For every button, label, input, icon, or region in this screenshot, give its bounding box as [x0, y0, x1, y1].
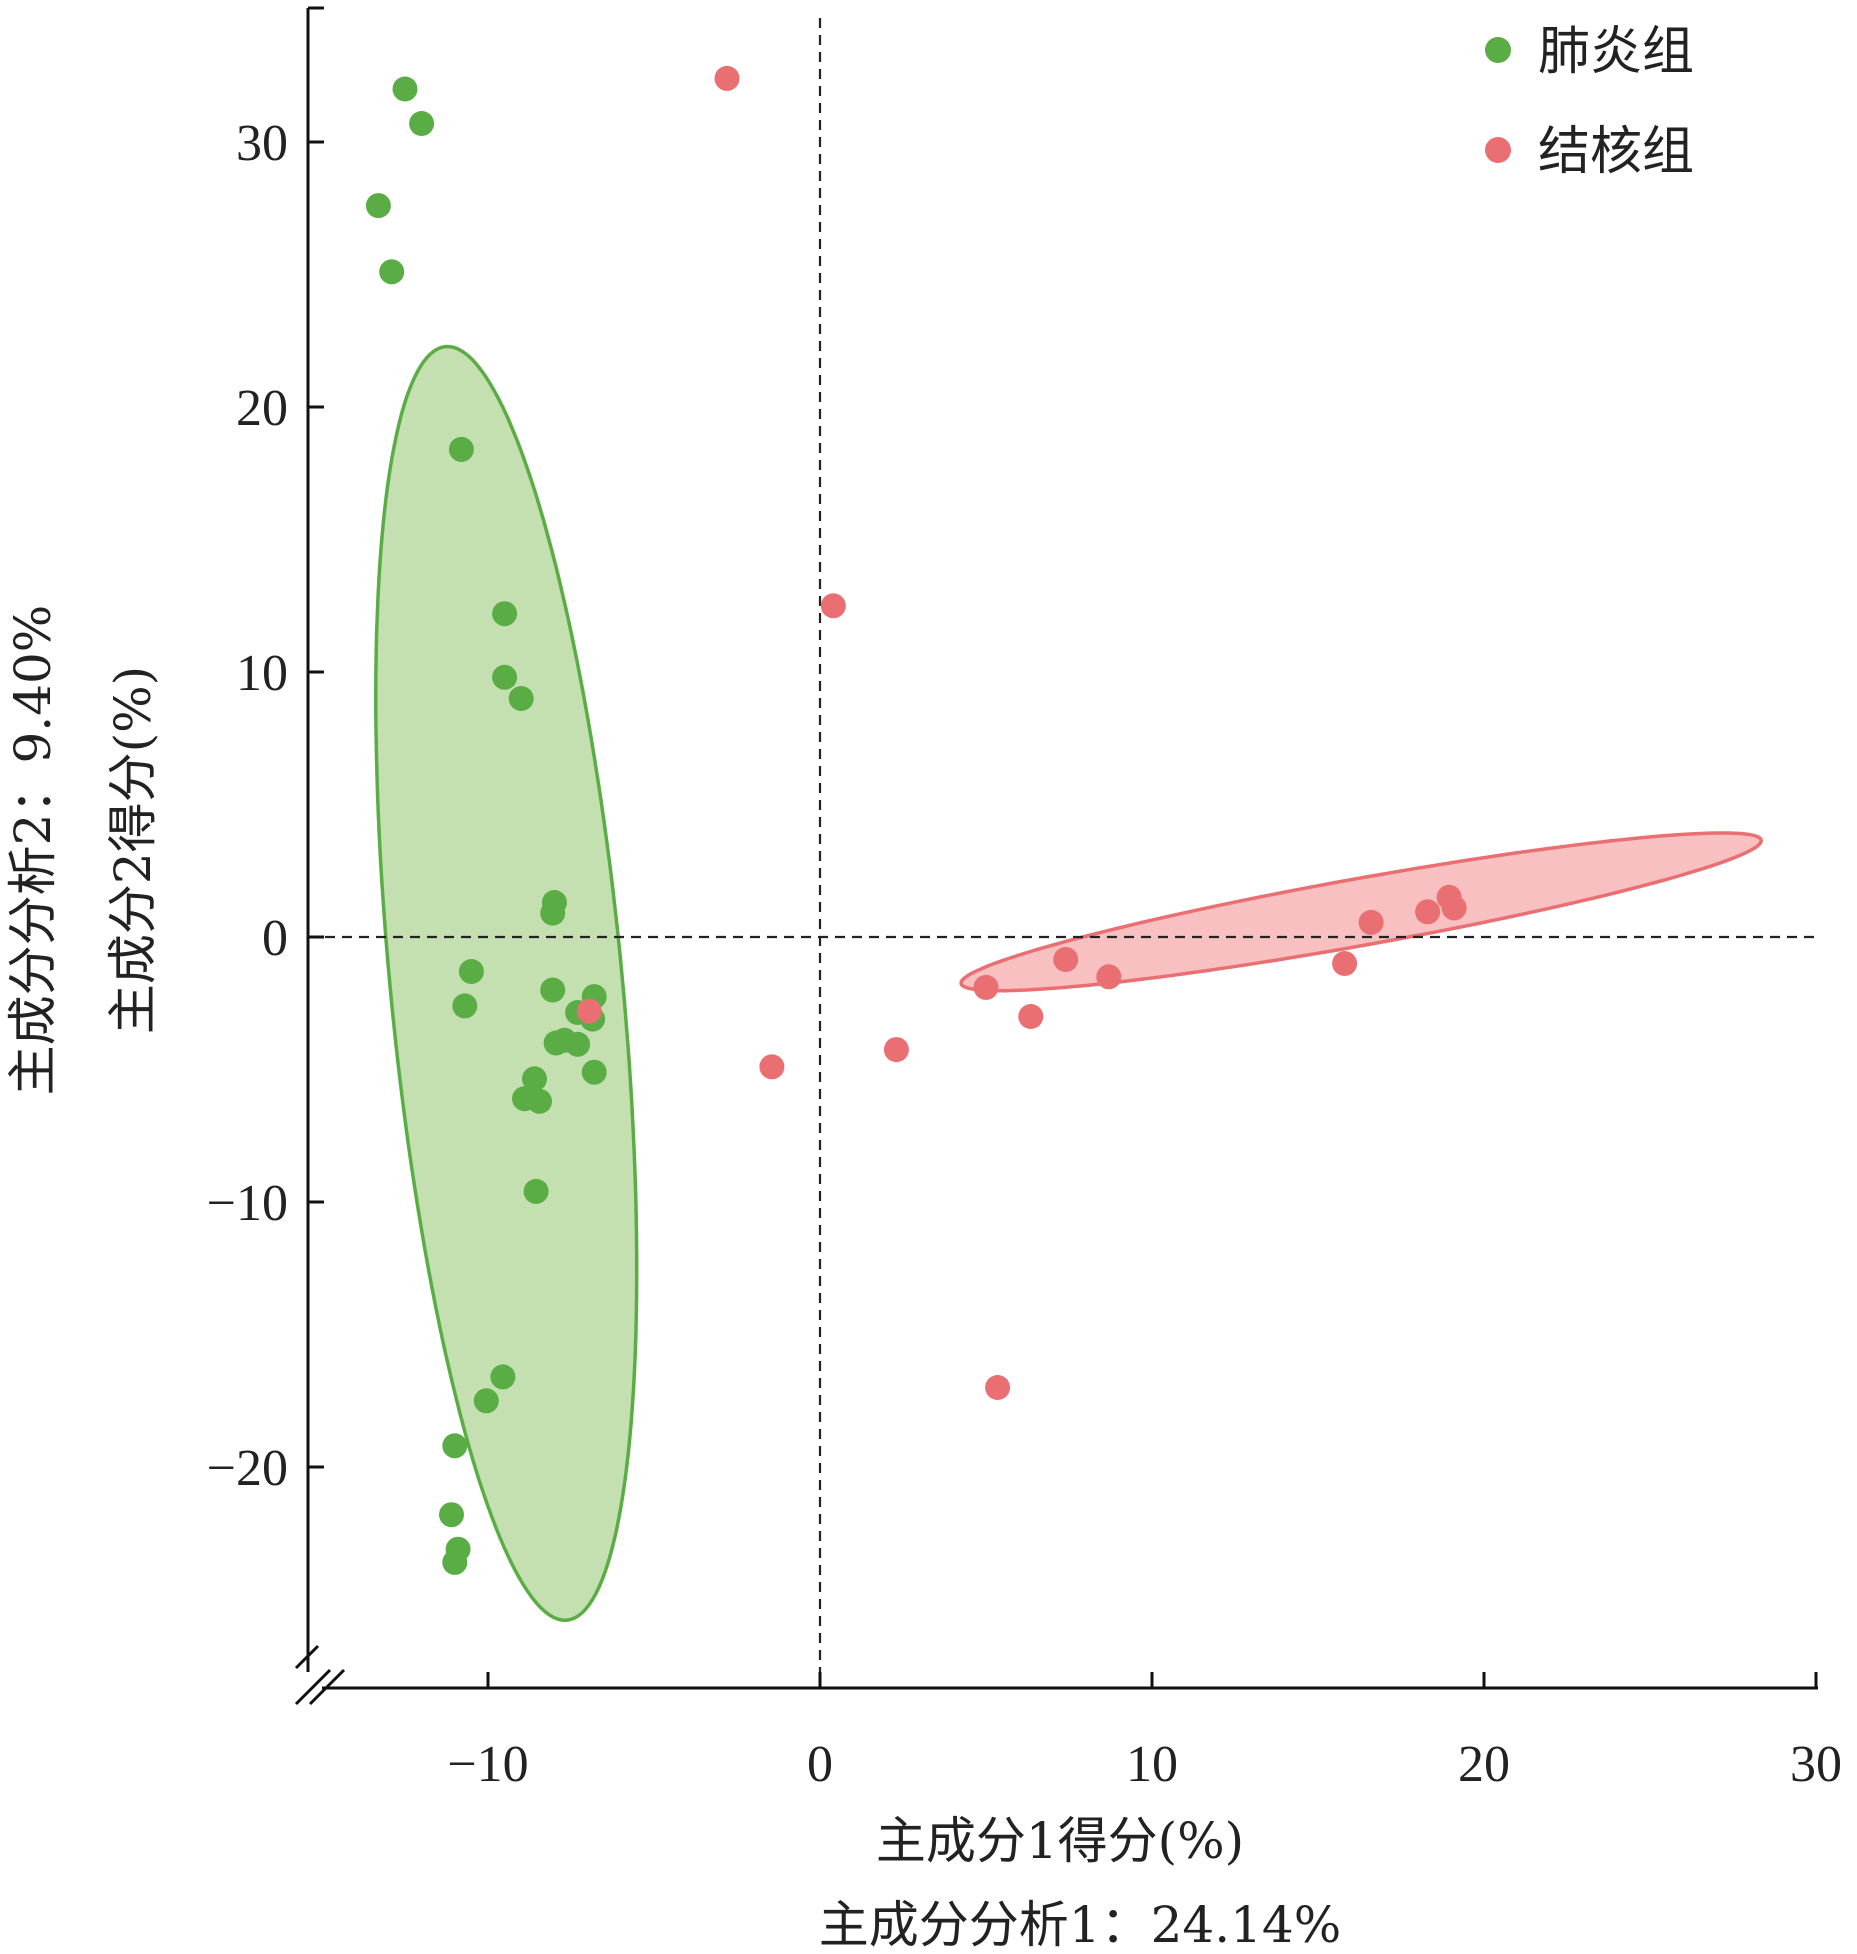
data-point-series-2 [1358, 909, 1384, 935]
data-point-series-2 [1096, 964, 1122, 990]
x-tick-label: 0 [807, 1736, 833, 1793]
y-tick-label: −10 [207, 1175, 288, 1232]
data-point-series-1 [392, 76, 418, 102]
data-point-series-2 [1441, 895, 1467, 921]
data-point-series-2 [1018, 1004, 1044, 1029]
legend-marker-series-1 [1485, 37, 1511, 63]
legend-marker-series-2 [1485, 137, 1511, 163]
x-tick-label: 30 [1790, 1736, 1842, 1793]
confidence-ellipse-1 [374, 344, 639, 1622]
data-point-series-1 [540, 900, 566, 926]
legend-label-series-2: 结核组 [1538, 122, 1694, 182]
data-point-series-2 [1053, 947, 1079, 972]
data-point-series-2 [973, 974, 999, 1000]
data-point-series-1 [565, 1031, 591, 1057]
data-point-series-1 [452, 993, 478, 1019]
data-point-series-1 [458, 959, 484, 984]
data-point-series-1 [442, 1549, 468, 1575]
y-axis-subtitle: 主成分分析2：9.40% [4, 605, 62, 1096]
x-tick-label: 20 [1458, 1736, 1510, 1793]
data-point-series-2 [1332, 951, 1358, 976]
data-point-series-1 [490, 1364, 516, 1390]
data-point-series-1 [439, 1502, 464, 1528]
reference-lines [308, 18, 1818, 1688]
x-tick-label: 10 [1126, 1736, 1178, 1793]
axis-break-mark [294, 1644, 320, 1670]
data-point-series-1 [448, 436, 474, 462]
y-axis-title: 主成分2得分(%) [104, 666, 162, 1034]
x-axis-title: 主成分1得分(%) [876, 1812, 1244, 1870]
confidence-ellipses [374, 344, 1763, 1622]
data-point-series-1 [508, 686, 534, 711]
axes: −10 0 10 20 30 −20 −10 0 10 20 30 [207, 6, 1842, 1793]
data-point-series-2 [1415, 899, 1441, 925]
data-point-series-2 [759, 1054, 785, 1080]
data-point-series-1 [523, 1178, 549, 1204]
data-point-series-1 [522, 1066, 547, 1092]
data-point-series-2 [820, 593, 846, 619]
y-tick-label: −20 [207, 1440, 288, 1497]
confidence-ellipse-2 [959, 831, 1763, 993]
data-point-series-1 [527, 1088, 552, 1114]
data-point-series-2 [576, 998, 602, 1024]
y-tick-label: 20 [236, 380, 288, 437]
y-tick-label: 10 [236, 645, 288, 702]
data-point-series-1 [409, 111, 435, 136]
legend-label-series-1: 肺炎组 [1538, 22, 1694, 82]
x-tick-label: −10 [447, 1736, 528, 1793]
data-point-series-1 [581, 1059, 607, 1085]
data-point-series-1 [365, 193, 391, 219]
y-tick-label: 0 [262, 910, 288, 967]
data-point-series-1 [473, 1388, 499, 1414]
data-point-series-2 [985, 1375, 1011, 1400]
data-point-series-1 [492, 664, 518, 690]
axis-titles: 主成分1得分(%) 主成分分析1：24.14% 主成分2得分(%) 主成分分析2… [4, 605, 1341, 1954]
data-point-series-1 [442, 1433, 468, 1459]
axis-break-mark [294, 1668, 332, 1706]
data-point-series-1 [492, 601, 518, 627]
x-axis-subtitle: 主成分分析1：24.14% [819, 1896, 1341, 1954]
data-point-series-2 [883, 1037, 909, 1063]
data-point-series-1 [540, 977, 566, 1003]
y-tick-label: 30 [236, 115, 288, 172]
data-points [365, 65, 1467, 1575]
axis-break-mark [308, 1668, 346, 1706]
data-point-series-2 [714, 65, 740, 91]
data-point-series-1 [379, 259, 405, 285]
